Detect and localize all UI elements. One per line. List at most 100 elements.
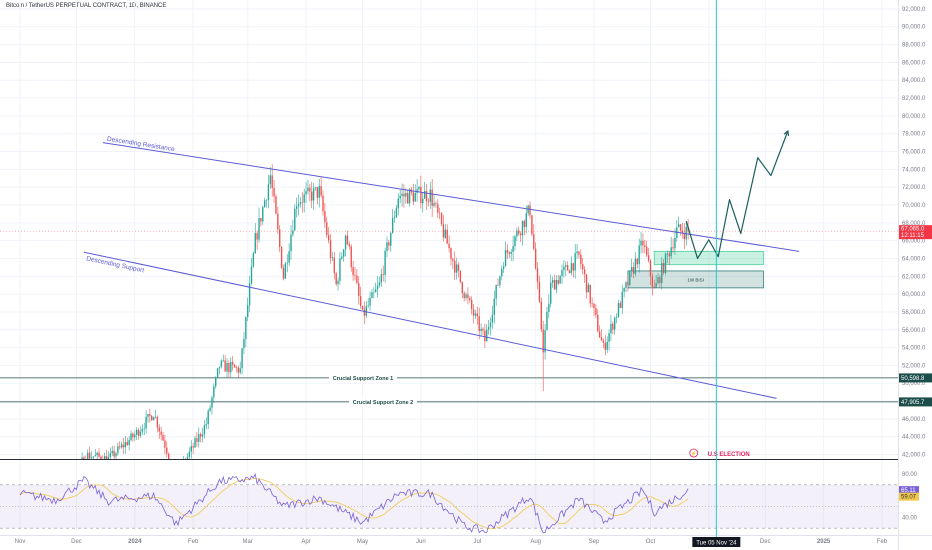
candle-body xyxy=(640,240,642,246)
candle-body xyxy=(152,417,155,421)
candle-body xyxy=(597,314,599,332)
election-icon-glyph: ⚡ xyxy=(691,450,697,457)
candle-body xyxy=(122,444,125,448)
candle-body xyxy=(100,456,102,459)
candle-body xyxy=(568,270,571,274)
price-axis-label: 82,000.0 xyxy=(902,96,926,102)
candle-body xyxy=(557,279,559,284)
candle-body xyxy=(128,440,130,446)
candle-body xyxy=(297,204,300,207)
candle-body xyxy=(540,301,543,330)
candle-body xyxy=(322,195,324,212)
candle-body xyxy=(582,264,584,270)
candle-body xyxy=(388,242,390,246)
candle-body xyxy=(484,330,486,342)
candle-body xyxy=(508,252,511,254)
candle-body xyxy=(593,303,595,309)
candle-body xyxy=(634,258,637,274)
candle-body xyxy=(518,230,520,234)
candle-body xyxy=(239,368,241,373)
candle-body xyxy=(647,255,650,261)
candle-body xyxy=(299,202,302,205)
support-price-tag-text: 50,598.8 xyxy=(901,376,925,382)
candle-body xyxy=(504,250,507,267)
candle-body xyxy=(311,191,313,201)
candle-body xyxy=(638,245,640,265)
candle-body xyxy=(186,456,189,459)
candle-body xyxy=(350,246,352,268)
candle-body xyxy=(578,251,580,255)
candle-body xyxy=(115,453,117,457)
candle-body xyxy=(199,434,202,437)
candle-body xyxy=(137,429,140,436)
candle-body xyxy=(88,452,91,459)
price-axis-label: 74,000.0 xyxy=(902,167,926,173)
candle-body xyxy=(617,303,620,317)
candle-body xyxy=(262,207,264,222)
current-price-tag xyxy=(899,225,932,240)
rsi-ma-line xyxy=(19,477,689,530)
candle-body xyxy=(143,428,145,430)
candle-body xyxy=(318,186,320,198)
candle-body xyxy=(649,260,652,277)
price-axis: 92,000.0 90,000.0 88,000.0 86,000.0 84,000.0… xyxy=(902,7,926,459)
candle-body xyxy=(632,267,635,274)
candle-body xyxy=(523,220,526,228)
price-axis-label: 42,000.0 xyxy=(902,453,926,459)
candle-body xyxy=(352,267,354,276)
candle-body xyxy=(103,456,106,459)
candle-body xyxy=(224,360,226,372)
price-axis-label: 64,000.0 xyxy=(902,256,926,262)
candle-body xyxy=(550,282,552,304)
candle-body xyxy=(614,317,616,330)
candle-body xyxy=(166,447,168,454)
candle-body xyxy=(437,203,439,213)
candle-body xyxy=(243,338,245,349)
rsi-band xyxy=(0,484,898,529)
candle-body xyxy=(630,267,633,271)
candle-body xyxy=(397,198,399,209)
candle-body xyxy=(324,211,326,223)
candle-body xyxy=(134,434,136,438)
candle-body xyxy=(216,368,219,378)
candle-body xyxy=(141,429,144,432)
candle-body xyxy=(215,377,217,387)
bisi-zone-label: 1W BISI xyxy=(687,277,704,282)
candle-body xyxy=(662,263,665,274)
candle-body xyxy=(491,314,494,323)
time-axis-label: Aug xyxy=(530,539,541,545)
candle-body xyxy=(657,277,659,283)
candle-body xyxy=(536,268,539,283)
candle-body xyxy=(440,213,443,225)
candle-body xyxy=(459,270,462,282)
candle-body xyxy=(90,457,93,459)
candle-body xyxy=(172,464,173,465)
candle-body xyxy=(292,230,294,235)
candle-body xyxy=(113,450,115,457)
time-axis-label: Sep xyxy=(589,539,600,545)
candle-body xyxy=(399,195,401,199)
candle-body xyxy=(501,268,503,277)
candle-body xyxy=(602,340,605,343)
candle-body xyxy=(642,240,644,246)
candle-body xyxy=(538,282,541,302)
candle-body xyxy=(119,446,121,448)
candle-body xyxy=(341,256,343,259)
candle-body xyxy=(574,253,576,271)
candle-body xyxy=(561,270,563,276)
candle-body xyxy=(566,265,569,271)
candle-body xyxy=(363,309,366,316)
candle-body xyxy=(476,313,479,317)
candle-body xyxy=(589,284,591,304)
candle-body xyxy=(489,322,492,327)
candle-body xyxy=(87,452,89,459)
candle-body xyxy=(314,187,317,189)
candle-body xyxy=(83,457,85,459)
candle-body xyxy=(124,442,127,448)
candle-body xyxy=(151,415,153,421)
candle-body xyxy=(412,192,415,202)
support-price-tag xyxy=(899,373,932,383)
candle-body xyxy=(414,192,416,202)
